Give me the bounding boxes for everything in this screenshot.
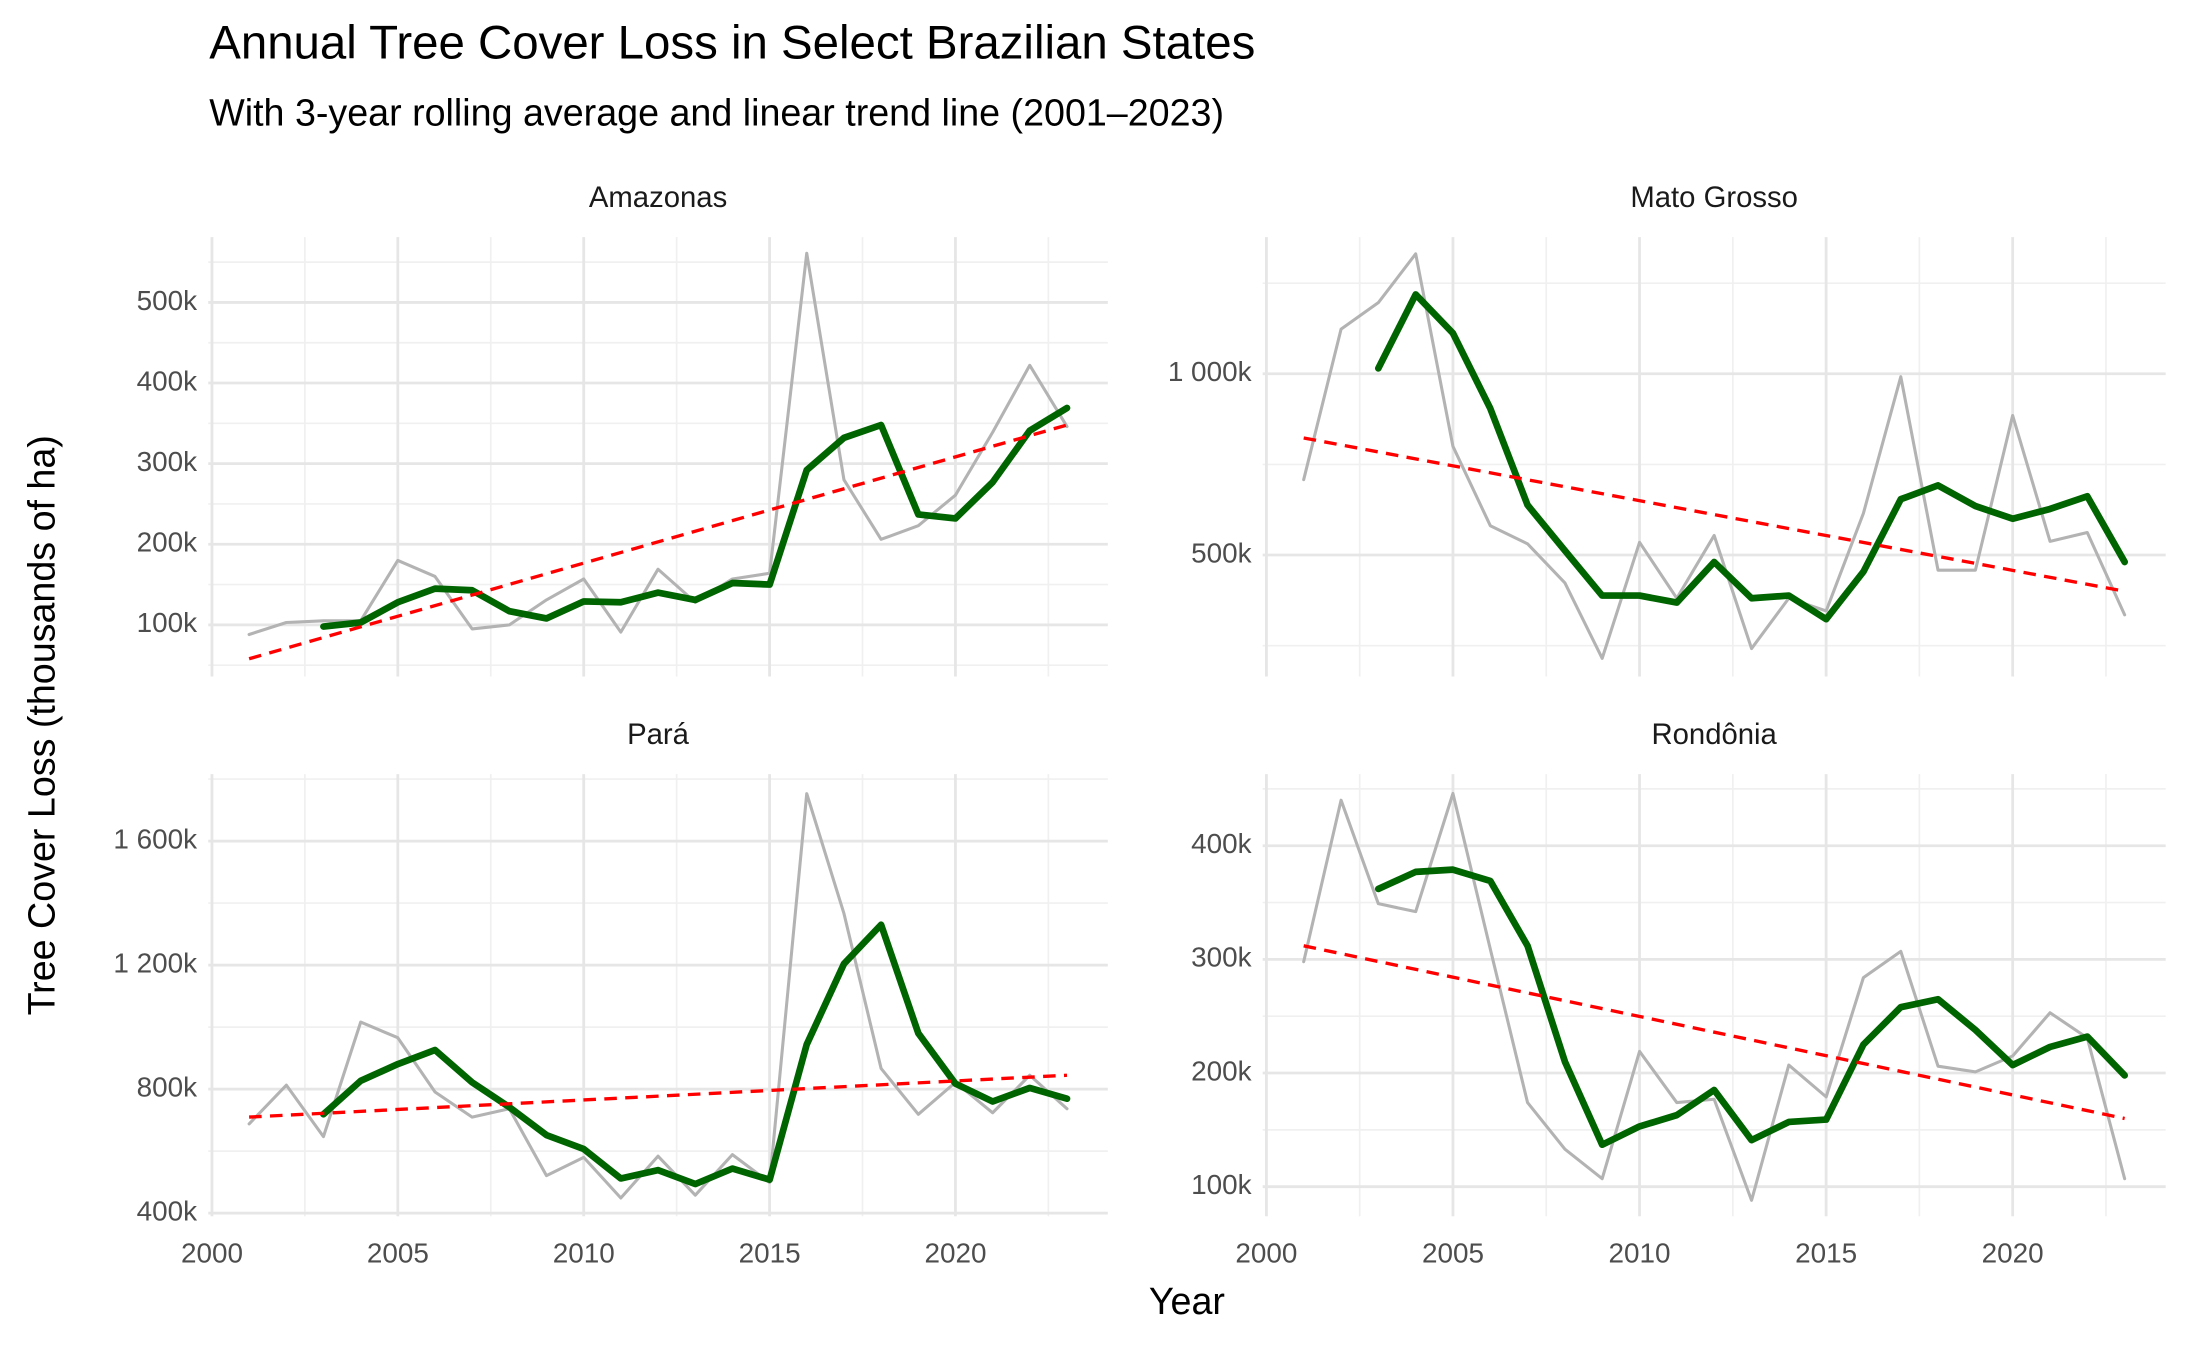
panel-title: Mato Grosso [1630, 181, 1798, 214]
panel-title: Pará [627, 718, 690, 751]
y-tick-label: 800k [137, 1072, 198, 1103]
y-tick-label: 200k [1191, 1055, 1252, 1086]
line-series [247, 251, 1069, 637]
panel-title: Rondônia [1651, 718, 1777, 751]
line-series [249, 1073, 1068, 1119]
panel-title: Amazonas [589, 181, 727, 214]
line-series [1374, 291, 2129, 623]
y-tick-label: 400k [137, 365, 198, 396]
line-series [1302, 791, 2127, 1202]
chart-title: Annual Tree Cover Loss in Select Brazili… [209, 17, 1255, 70]
line-series [1303, 944, 2125, 1121]
y-tick-label: 1 600k [113, 823, 197, 854]
chart-subtitle: With 3-year rolling average and linear t… [209, 92, 1224, 134]
x-tick-label: 2000 [181, 1238, 243, 1269]
line-series [320, 404, 1071, 630]
y-tick-label: 300k [1191, 942, 1252, 973]
x-axis-label: Year [1149, 1280, 1225, 1322]
panel: Amazonas 100k 200k 300k 400k 500k [137, 181, 1108, 677]
x-tick-label: 2000 [1235, 1238, 1297, 1269]
x-tick-label: 2015 [1795, 1238, 1857, 1269]
y-tick-label: 300k [137, 446, 198, 477]
panel: Rondônia 100k 200k 300k 400k 2000 2005 2010 2015… [1191, 718, 2166, 1269]
line-series [1303, 436, 2125, 593]
panel: Mato Grosso 500k 1 000k [1168, 181, 2166, 677]
y-tick-label: 500k [137, 285, 198, 316]
y-tick-label: 1 000k [1168, 356, 1252, 387]
y-tick-label: 400k [1191, 828, 1252, 859]
panels: Amazonas 100k 200k 300k 400k 500k Mato Grosso 5… [113, 181, 2166, 1269]
x-tick-label: 2010 [553, 1238, 615, 1269]
line-series [247, 792, 1069, 1200]
y-tick-label: 100k [137, 607, 198, 638]
y-tick-label: 500k [1191, 537, 1252, 568]
line-series [248, 423, 1068, 661]
y-tick-label: 1 200k [113, 947, 197, 978]
panel: Pará 400k 800k 1 200k 1 600k 2000 2005 2010 2015… [113, 718, 1108, 1269]
x-tick-label: 2015 [739, 1238, 801, 1269]
x-tick-label: 2005 [367, 1238, 429, 1269]
y-axis-label: Tree Cover Loss (thousands of ha) [21, 435, 63, 1015]
y-tick-label: 400k [137, 1196, 198, 1227]
y-tick-label: 100k [1191, 1169, 1252, 1200]
y-tick-label: 200k [137, 527, 198, 558]
x-tick-label: 2010 [1609, 1238, 1671, 1269]
x-tick-label: 2005 [1422, 1238, 1484, 1269]
line-series [1374, 866, 2129, 1149]
line-series [1302, 252, 2127, 660]
x-tick-label: 2020 [924, 1238, 986, 1269]
line-series [320, 921, 1071, 1188]
x-tick-label: 2020 [1982, 1238, 2044, 1269]
